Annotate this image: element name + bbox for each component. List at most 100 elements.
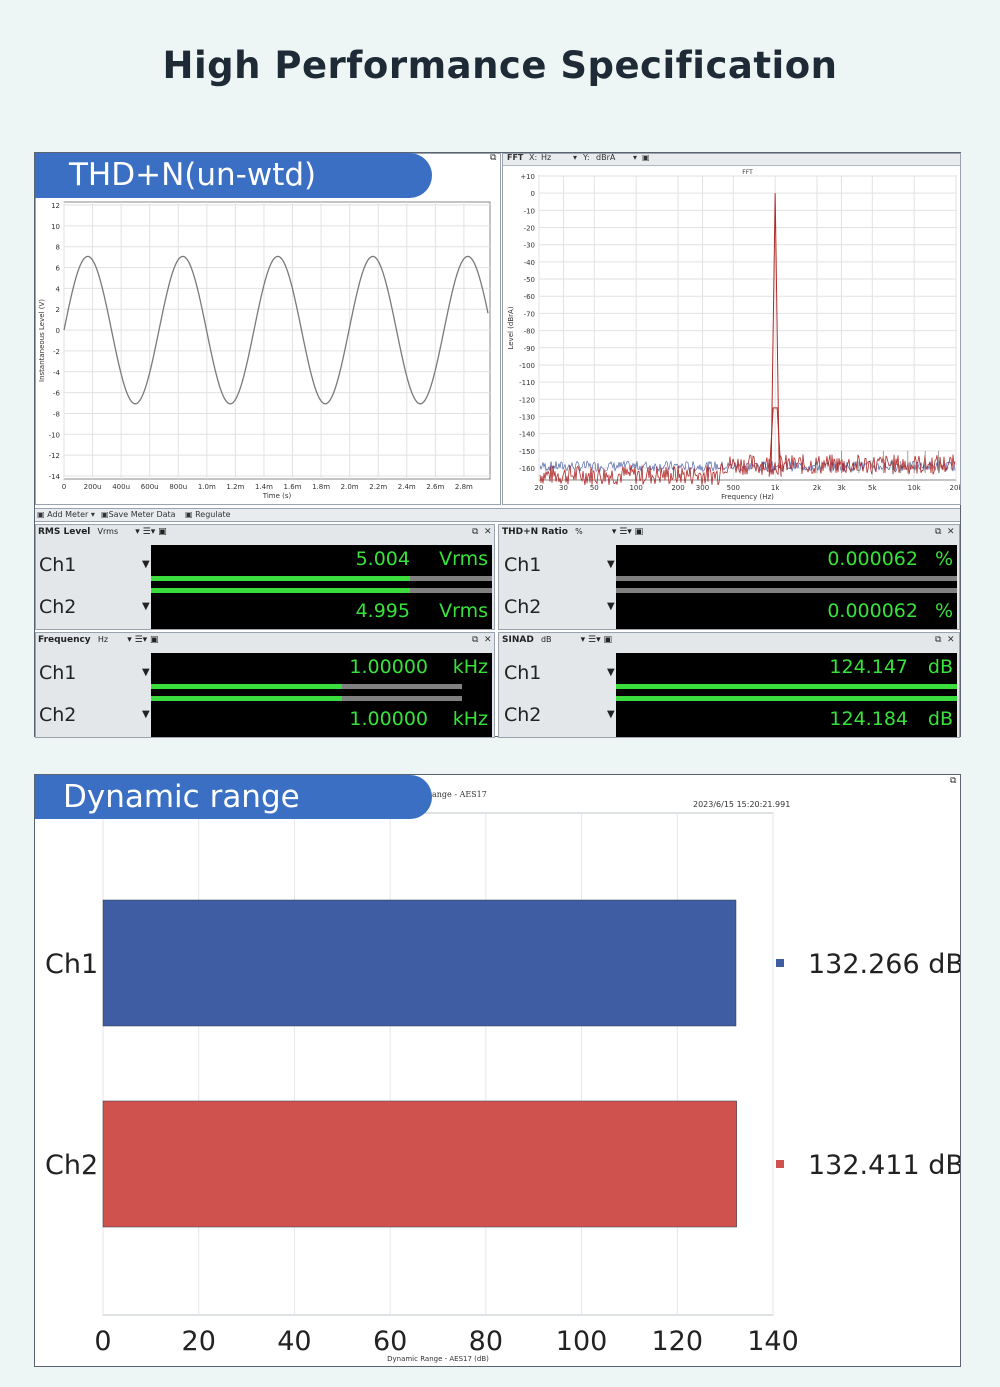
scope-y-tick: 2 [56, 306, 60, 314]
add-icon: ▣ [37, 510, 45, 519]
dr-legend-swatch [776, 1160, 784, 1168]
scope-x-tick: 1.4m [255, 483, 273, 491]
ch1-dropdown-icon[interactable]: ▼ [607, 667, 615, 678]
ch2-dropdown-icon[interactable]: ▼ [142, 601, 150, 612]
dr-x-tick: 80 [469, 1326, 503, 1357]
dr-x-label: Dynamic Range - AES17 (dB) [387, 1355, 489, 1363]
scope-x-label: Time (s) [262, 492, 292, 500]
settings-icon[interactable]: ▣ [642, 153, 650, 162]
ch1-label: Ch1 [39, 554, 77, 576]
popout-icon[interactable]: ⧉ [490, 153, 497, 163]
rms-ch2-bar [151, 588, 411, 593]
sinad-ch1-unit: dB [927, 656, 953, 678]
fft-y-tick: -160 [519, 465, 535, 473]
popout-icon[interactable]: ⧉ [935, 527, 942, 537]
fft-y-tick: -50 [524, 276, 535, 284]
scope-plot-area [63, 201, 491, 480]
popout-icon[interactable]: ⧉ [950, 776, 957, 786]
scope-x-tick: 600u [141, 483, 159, 491]
thdn-ch2-unit: % [934, 600, 953, 622]
thdn-ch2-value: 0.000062 [827, 600, 918, 622]
fft-plot: FFT +10 0 -10 -20 -30 -40 -50 -60 -70 -80 -90 -100 -1… [507, 169, 960, 501]
ch1-dropdown-icon[interactable]: ▼ [607, 559, 615, 570]
rms-unit-select[interactable]: Vrms [97, 527, 119, 536]
sinad-unit-select[interactable]: dB [540, 635, 552, 644]
scope-y-tick: -8 [53, 410, 60, 418]
ch1-label: Ch1 [39, 662, 77, 684]
dr-value-label: 132.411 dB [808, 1150, 960, 1181]
add-meter-button[interactable]: ▣ Add Meter ▾ [37, 510, 95, 519]
sinad-meter-title: SINAD [502, 635, 534, 645]
fft-x-tick: 200 [671, 484, 684, 492]
frequency-ch1-bar [151, 684, 342, 689]
chevron-down-icon[interactable]: ▾ ☰▾ ▣ [580, 635, 613, 645]
scope-y-tick: 8 [56, 244, 60, 252]
thdn-unit-select[interactable]: % [575, 527, 583, 536]
fft-y-tick: -40 [524, 259, 535, 267]
scope-y-tick: 0 [56, 327, 60, 335]
dr-category-label: Ch1 [45, 949, 98, 980]
rms-meter-title: RMS Level [38, 527, 91, 537]
dr-panel: ange - AES17 ⧉ 2023/6/15 15:20:21.991 AP… [34, 774, 961, 1367]
thdn-screen: 0.000062 % 0.000062 % [616, 545, 957, 629]
scope-x-tick: 1.2m [226, 483, 244, 491]
sinad-ch2-value: 124.184 [829, 708, 908, 730]
rms-ch1-bar [151, 576, 411, 581]
fft-y-label: Y: [583, 153, 590, 162]
scope-y-tick: -10 [49, 431, 60, 439]
ch2-dropdown-icon[interactable]: ▼ [607, 601, 615, 612]
fft-skirt [768, 407, 782, 477]
sinad-ch1-value: 124.147 [829, 656, 908, 678]
rms-ch1-unit: Vrms [439, 548, 488, 570]
close-icon[interactable]: ✕ [484, 527, 492, 537]
dr-x-tick: 0 [94, 1326, 111, 1357]
ch2-dropdown-icon[interactable]: ▼ [142, 709, 150, 720]
dr-x-tick: 120 [652, 1326, 704, 1357]
fft-y-tick: -130 [519, 413, 535, 421]
dr-chart: 0 20 40 60 80 100 120 140 Dynamic Range - AES17 … [45, 812, 960, 1363]
popout-icon[interactable]: ⧉ [472, 635, 479, 645]
ch1-dropdown-icon[interactable]: ▼ [142, 667, 150, 678]
frequency-unit-select[interactable]: Hz [97, 635, 109, 644]
close-icon[interactable]: ✕ [947, 527, 955, 537]
close-icon[interactable]: ✕ [484, 635, 492, 645]
scope-x-tick: 2.2m [369, 483, 387, 491]
fft-toolbar-label: FFT [507, 153, 524, 162]
scope-x-tick: 2.8m [455, 483, 473, 491]
thdn-ch1-bar-track [616, 576, 957, 581]
sinad-meter: SINAD dB ▾ ☰▾ ▣ ⧉ ✕ Ch1 ▼ Ch2 ▼ 124.147 … [498, 632, 960, 738]
popout-icon[interactable]: ⧉ [935, 635, 942, 645]
fft-y-tick: +10 [520, 173, 535, 181]
fft-x-tick: 3k [837, 484, 846, 492]
save-meter-data-button[interactable]: ▣Save Meter Data [101, 510, 176, 519]
chevron-down-icon[interactable]: ▾ [573, 153, 578, 162]
thd-panel: 12 10 8 6 4 2 0 -2 -4 -6 -8 -10 -12 -14 0 200u 400u 600u 8… [34, 152, 961, 738]
scope-x-tick: 1.0m [198, 483, 216, 491]
dr-x-tick: 100 [556, 1326, 608, 1357]
fft-y-unit-select[interactable]: dBrA [596, 153, 616, 162]
scope-y-tick: -14 [49, 473, 61, 481]
sinad-screen: 124.147 dB 124.184 dB [616, 653, 957, 737]
chevron-down-icon[interactable]: ▾ ☰▾ ▣ [135, 527, 167, 537]
frequency-ch1-value: 1.00000 [349, 656, 428, 678]
fft-y-tick: -140 [519, 431, 535, 439]
dr-legend-swatch [776, 959, 784, 967]
ch2-dropdown-icon[interactable]: ▼ [607, 709, 615, 720]
chevron-down-icon[interactable]: ▾ ☰▾ ▣ [127, 635, 159, 645]
regulate-button[interactable]: ▣ Regulate [185, 510, 231, 519]
thdn-ch1-value: 0.000062 [827, 548, 918, 570]
fft-title: FFT [742, 169, 753, 176]
fft-y-tick: 0 [531, 190, 535, 198]
chevron-down-icon[interactable]: ▾ [633, 153, 638, 162]
frequency-screen: 1.00000 kHz 1.00000 kHz [151, 653, 492, 737]
fft-x-label: Frequency (Hz) [721, 493, 774, 501]
fft-y-tick: -60 [524, 293, 535, 301]
sinad-ch2-bar [616, 696, 957, 701]
popout-icon[interactable]: ⧉ [472, 527, 479, 537]
scope-x-tick: 2.6m [426, 483, 444, 491]
fft-x-unit-select[interactable]: Hz [541, 153, 552, 162]
ch1-dropdown-icon[interactable]: ▼ [142, 559, 150, 570]
chevron-down-icon[interactable]: ▾ ☰▾ ▣ [611, 527, 644, 537]
close-icon[interactable]: ✕ [947, 635, 955, 645]
thdn-meter-title: THD+N Ratio [502, 527, 568, 537]
